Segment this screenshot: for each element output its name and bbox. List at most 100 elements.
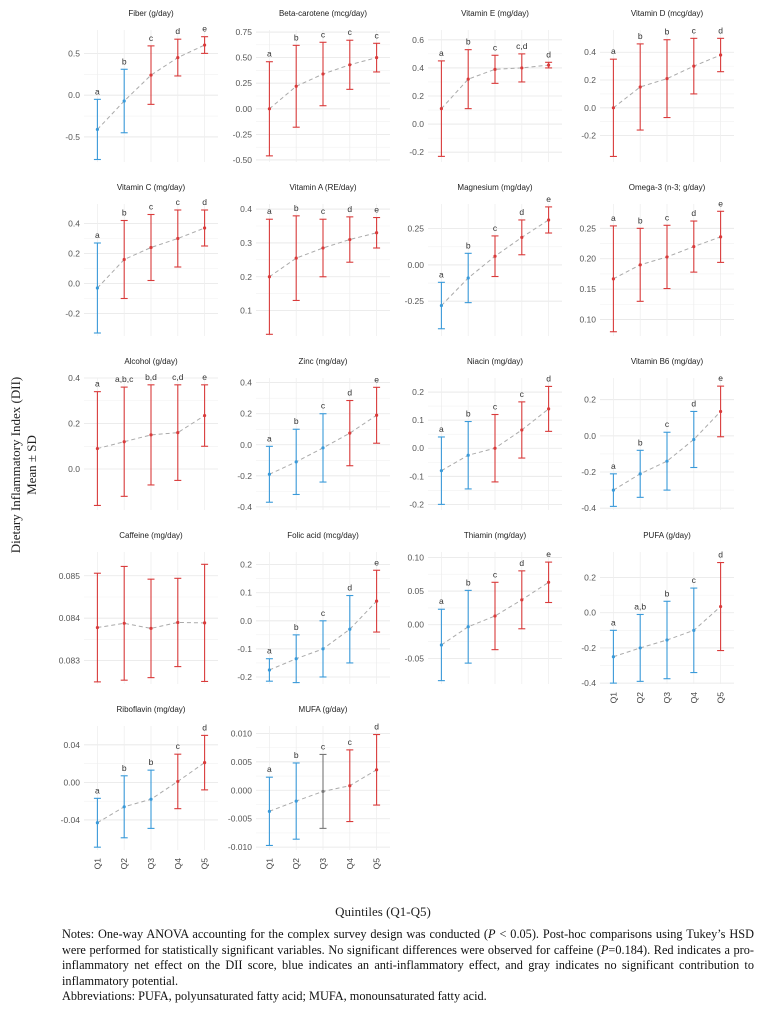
mean-point bbox=[520, 235, 524, 239]
mean-point bbox=[348, 237, 352, 242]
significance-letter: b bbox=[294, 203, 299, 213]
significance-letter: c bbox=[348, 737, 353, 747]
mean-point bbox=[520, 598, 524, 602]
mean-point bbox=[692, 244, 696, 249]
mean-point bbox=[122, 99, 126, 103]
significance-letter: c bbox=[321, 741, 326, 751]
significance-letter: a bbox=[267, 764, 272, 774]
y-tick-label: -0.2 bbox=[581, 643, 596, 653]
y-tick-label: 0.3 bbox=[240, 238, 252, 248]
mean-point bbox=[493, 446, 497, 450]
significance-letter: b bbox=[638, 215, 643, 225]
significance-letter: c bbox=[176, 741, 181, 751]
y-tick-label: 0.083 bbox=[59, 656, 81, 666]
y-tick-label: -0.2 bbox=[237, 672, 252, 682]
mean-point bbox=[294, 256, 298, 260]
significance-letter: d bbox=[347, 204, 352, 214]
mean-point bbox=[149, 626, 153, 630]
y-tick-label: 0.2 bbox=[412, 387, 424, 397]
trend-line bbox=[441, 581, 549, 646]
significance-letter: c bbox=[665, 212, 670, 222]
significance-letter: c bbox=[149, 33, 154, 43]
y-tick-label: 0.0 bbox=[68, 279, 80, 289]
chart-panel: -0.2 -0.1 0.0 0.1 0.2 Niacin (mg/day) a b c c d bbox=[409, 357, 562, 510]
y-axis-label-group: Dietary Inflammatory Index (DII) Mean ± S… bbox=[8, 377, 39, 554]
significance-letter: b bbox=[122, 56, 127, 66]
panel-title: Zinc (mg/day) bbox=[299, 357, 348, 366]
y-tick-label: -0.4 bbox=[581, 678, 596, 688]
mean-point bbox=[375, 413, 379, 417]
significance-letter: d bbox=[718, 550, 723, 560]
x-axis-label: Quintiles (Q1-Q5) bbox=[335, 904, 431, 919]
mean-point bbox=[493, 254, 497, 258]
panel-title: Caffeine (mg/day) bbox=[119, 531, 183, 540]
y-tick-label: -0.4 bbox=[237, 502, 252, 512]
y-tick-label: 0.000 bbox=[231, 785, 253, 795]
x-tick-label: Q1 bbox=[92, 858, 102, 870]
y-tick-label: 0.2 bbox=[68, 249, 80, 259]
significance-letter: d bbox=[175, 26, 180, 36]
y-tick-label: 0.1 bbox=[240, 588, 252, 598]
mean-point bbox=[665, 77, 669, 81]
mean-point bbox=[375, 768, 379, 772]
significance-letter: e bbox=[202, 24, 207, 34]
chart-panel: -0.2 0.0 0.2 0.4 0.6 Vitamin E (mg/day) a b c c,d… bbox=[409, 9, 562, 162]
mean-point bbox=[493, 67, 497, 71]
y-tick-label: 0.10 bbox=[407, 552, 424, 562]
mean-point bbox=[95, 127, 99, 132]
y-tick-label: -0.2 bbox=[409, 499, 424, 509]
chart-panel: -0.4 -0.2 0.0 0.2 Vitamin B6 (mg/day) a b c d e bbox=[581, 357, 734, 513]
x-tick-label: Q3 bbox=[318, 858, 328, 870]
mean-point bbox=[176, 431, 180, 435]
mean-point bbox=[611, 655, 615, 659]
panel-title: Fiber (g/day) bbox=[128, 9, 174, 18]
mean-point bbox=[665, 459, 669, 463]
mean-point bbox=[149, 797, 153, 801]
significance-letter: a bbox=[95, 230, 100, 240]
panel-title: PUFA (g/day) bbox=[643, 531, 691, 540]
significance-letter: c bbox=[493, 42, 498, 52]
significance-letter: c bbox=[493, 569, 498, 579]
significance-letter: b bbox=[466, 577, 471, 587]
y-tick-label: 0.0 bbox=[240, 440, 252, 450]
significance-letter: b bbox=[466, 37, 471, 47]
y-tick-label: -0.4 bbox=[581, 503, 596, 513]
y-tick-label: 0.2 bbox=[584, 573, 596, 583]
significance-letter: d bbox=[718, 25, 723, 35]
notes-paragraph: Notes: One-way ANOVA accounting for the … bbox=[62, 927, 754, 989]
mean-point bbox=[95, 286, 99, 290]
y-tick-label: 0.0 bbox=[584, 431, 596, 441]
y-tick-label: 0.00 bbox=[407, 620, 424, 630]
mean-point bbox=[638, 646, 642, 650]
significance-letter: c bbox=[321, 608, 326, 618]
mean-point bbox=[95, 446, 99, 451]
x-tick-label: Q5 bbox=[372, 858, 382, 870]
mean-point bbox=[149, 245, 153, 250]
mean-point bbox=[520, 66, 524, 70]
notes-text-2: < 0.05). Post-hoc comparisons using Tuke… bbox=[62, 927, 754, 957]
y-tick-label: 0.085 bbox=[59, 571, 81, 581]
y-axis-label-line2: Mean ± SD bbox=[24, 435, 39, 495]
trend-line bbox=[97, 415, 205, 450]
y-tick-label: 0.6 bbox=[412, 35, 424, 45]
significance-letter: e bbox=[202, 372, 207, 382]
y-tick-label: -0.5 bbox=[65, 132, 80, 142]
x-tick-label: Q2 bbox=[119, 858, 129, 870]
panel-title: Vitamin D (mcg/day) bbox=[631, 9, 704, 18]
chart-panel: 0.1 0.2 0.3 0.4 Vitamin A (RE/day) a b c d e bbox=[240, 183, 390, 336]
significance-letter: c,d bbox=[172, 372, 184, 382]
significance-letter: c bbox=[321, 29, 326, 39]
y-tick-label: -0.25 bbox=[405, 296, 425, 306]
x-tick-label: Q5 bbox=[200, 858, 210, 870]
panel-title: Vitamin E (mg/day) bbox=[461, 9, 529, 18]
x-tick-label: Q2 bbox=[635, 692, 645, 704]
significance-letter: d bbox=[347, 388, 352, 398]
panel-title: Omega-3 (n-3; g/day) bbox=[629, 183, 706, 192]
mean-point bbox=[321, 647, 325, 651]
significance-letter: a bbox=[439, 269, 444, 279]
x-tick-label: Q1 bbox=[608, 692, 618, 704]
significance-letter: a bbox=[611, 617, 616, 627]
y-tick-label: 0.50 bbox=[235, 53, 252, 63]
significance-letter: a bbox=[95, 785, 100, 795]
chart-panel: 0.10 0.15 0.20 0.25 Omega-3 (n-3; g/day) a b c d… bbox=[579, 183, 734, 336]
